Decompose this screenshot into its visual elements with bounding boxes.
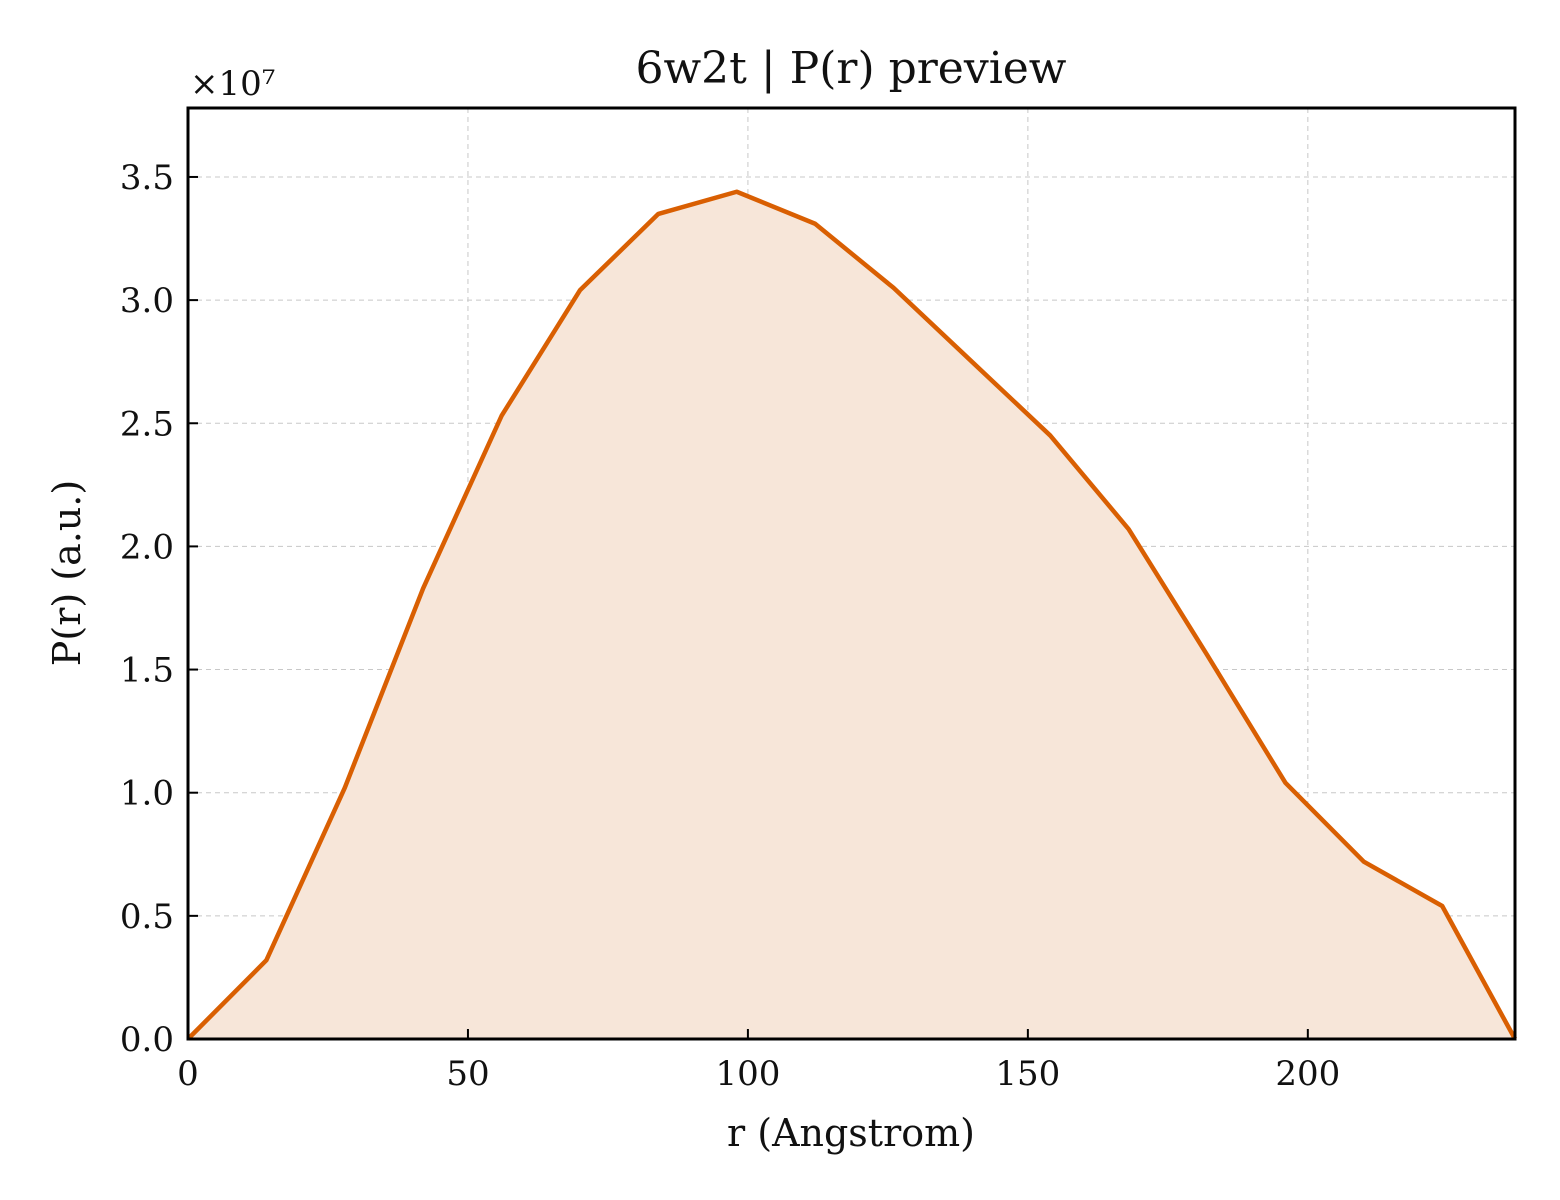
x-tick-label: 100 <box>715 1054 780 1094</box>
y-offset-label: ×10⁷ <box>190 64 275 104</box>
x-tick-label: 200 <box>1275 1054 1340 1094</box>
x-tick-label: 0 <box>177 1054 199 1094</box>
x-axis-label: r (Angstrom) <box>727 1111 975 1155</box>
y-tick-label: 3.5 <box>120 158 174 198</box>
series-line <box>186 189 1517 1041</box>
y-tick-label: 2.5 <box>120 404 174 444</box>
y-tick-label: 0.5 <box>120 897 174 937</box>
y-axis-label: P(r) (a.u.) <box>45 480 89 666</box>
x-tick-label: 150 <box>995 1054 1060 1094</box>
y-tick-label: 3.0 <box>120 281 174 321</box>
y-tick-label: 0.0 <box>120 1020 174 1060</box>
y-tick-label: 1.0 <box>120 774 174 814</box>
y-tick-label: 1.5 <box>120 651 174 691</box>
y-tick-label: 2.0 <box>120 527 174 567</box>
x-tick-label: 50 <box>446 1054 489 1094</box>
axis-ticks: 0 50 100 150 200 0.0 0.5 1.0 1.5 2.0 2.5 3.0 3.5 <box>120 158 1340 1094</box>
area-fill <box>188 191 1515 1040</box>
plot-frame <box>186 106 1517 1041</box>
chart-title: 6w2t | P(r) preview <box>636 43 1067 94</box>
